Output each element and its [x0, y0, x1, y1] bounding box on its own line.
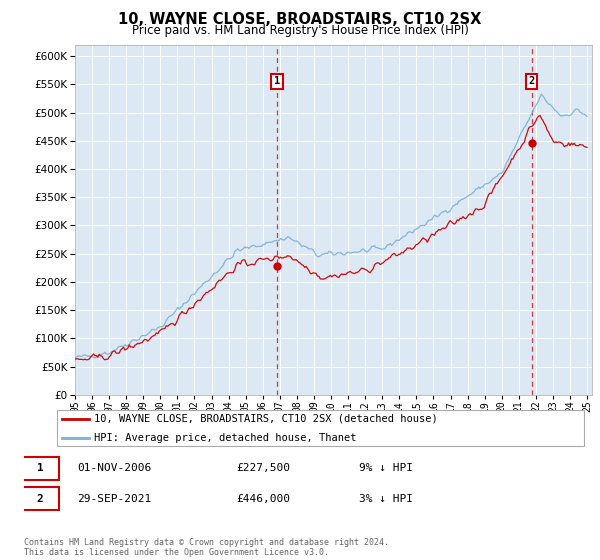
Text: 9% ↓ HPI: 9% ↓ HPI [359, 464, 413, 473]
Text: 01-NOV-2006: 01-NOV-2006 [77, 464, 151, 473]
Text: Contains HM Land Registry data © Crown copyright and database right 2024.
This d: Contains HM Land Registry data © Crown c… [24, 538, 389, 557]
FancyBboxPatch shape [56, 410, 584, 446]
Text: 2: 2 [529, 77, 535, 86]
Text: HPI: Average price, detached house, Thanet: HPI: Average price, detached house, Than… [94, 432, 356, 442]
Text: £446,000: £446,000 [236, 494, 290, 503]
Text: 1: 1 [274, 77, 280, 86]
FancyBboxPatch shape [21, 487, 59, 510]
Text: 10, WAYNE CLOSE, BROADSTAIRS, CT10 2SX: 10, WAYNE CLOSE, BROADSTAIRS, CT10 2SX [118, 12, 482, 27]
Text: £227,500: £227,500 [236, 464, 290, 473]
Text: 3% ↓ HPI: 3% ↓ HPI [359, 494, 413, 503]
Text: 29-SEP-2021: 29-SEP-2021 [77, 494, 151, 503]
Text: 10, WAYNE CLOSE, BROADSTAIRS, CT10 2SX (detached house): 10, WAYNE CLOSE, BROADSTAIRS, CT10 2SX (… [94, 414, 438, 423]
Text: 2: 2 [37, 494, 44, 503]
FancyBboxPatch shape [21, 457, 59, 480]
Text: 1: 1 [37, 464, 44, 473]
Text: Price paid vs. HM Land Registry's House Price Index (HPI): Price paid vs. HM Land Registry's House … [131, 24, 469, 36]
